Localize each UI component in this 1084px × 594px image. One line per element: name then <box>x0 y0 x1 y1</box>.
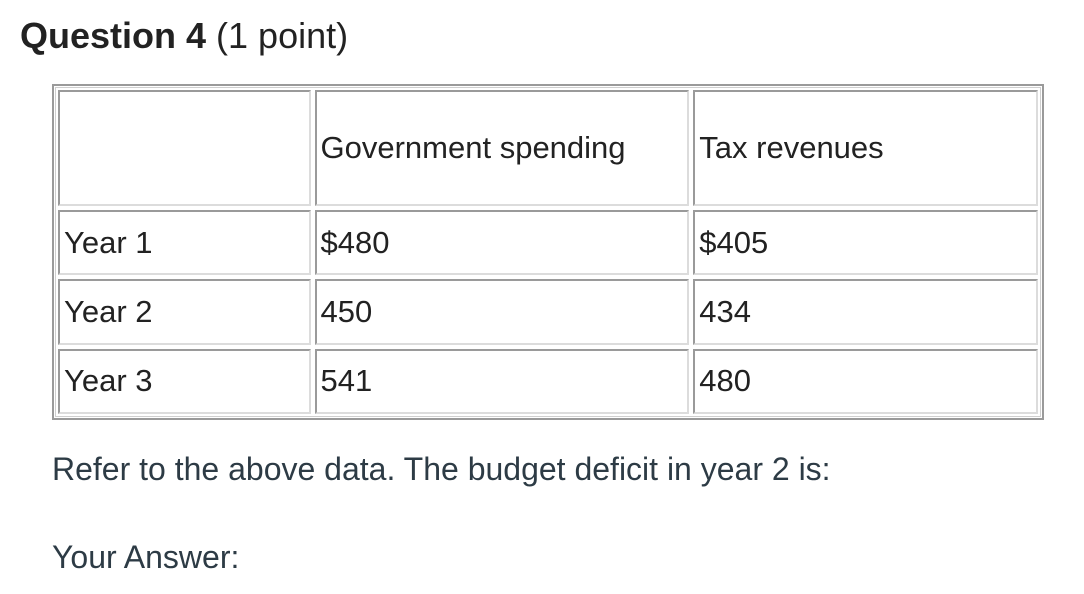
spending-cell: 450 <box>314 279 690 345</box>
question-prompt: Refer to the above data. The budget defi… <box>52 451 831 487</box>
row-label: Year 3 <box>58 348 311 414</box>
spending-cell: $480 <box>314 210 690 276</box>
table-row: Year 1 $480 $405 <box>58 210 1038 276</box>
table-row: Year 3 541 480 <box>58 348 1038 414</box>
tax-cell: $405 <box>693 210 1038 276</box>
tax-cell: 434 <box>693 279 1038 345</box>
tax-cell: 480 <box>693 348 1038 414</box>
data-table: Government spending Tax revenues Year 1 … <box>52 84 1044 420</box>
question-header: Question 4 (1 point) <box>20 12 348 60</box>
row-label: Year 2 <box>58 279 311 345</box>
header-cell-tax-revenues: Tax revenues <box>693 90 1038 207</box>
question-points: (1 point) <box>216 15 349 56</box>
row-label: Year 1 <box>58 210 311 276</box>
spending-cell: 541 <box>314 348 690 414</box>
question-title: Question 4 <box>20 15 207 56</box>
header-cell-empty <box>58 90 311 207</box>
header-cell-government-spending: Government spending <box>314 90 690 207</box>
table-row: Year 2 450 434 <box>58 279 1038 345</box>
answer-label: Your Answer: <box>52 539 240 575</box>
table-header-row: Government spending Tax revenues <box>58 90 1038 207</box>
data-table-container: Government spending Tax revenues Year 1 … <box>52 84 1044 420</box>
